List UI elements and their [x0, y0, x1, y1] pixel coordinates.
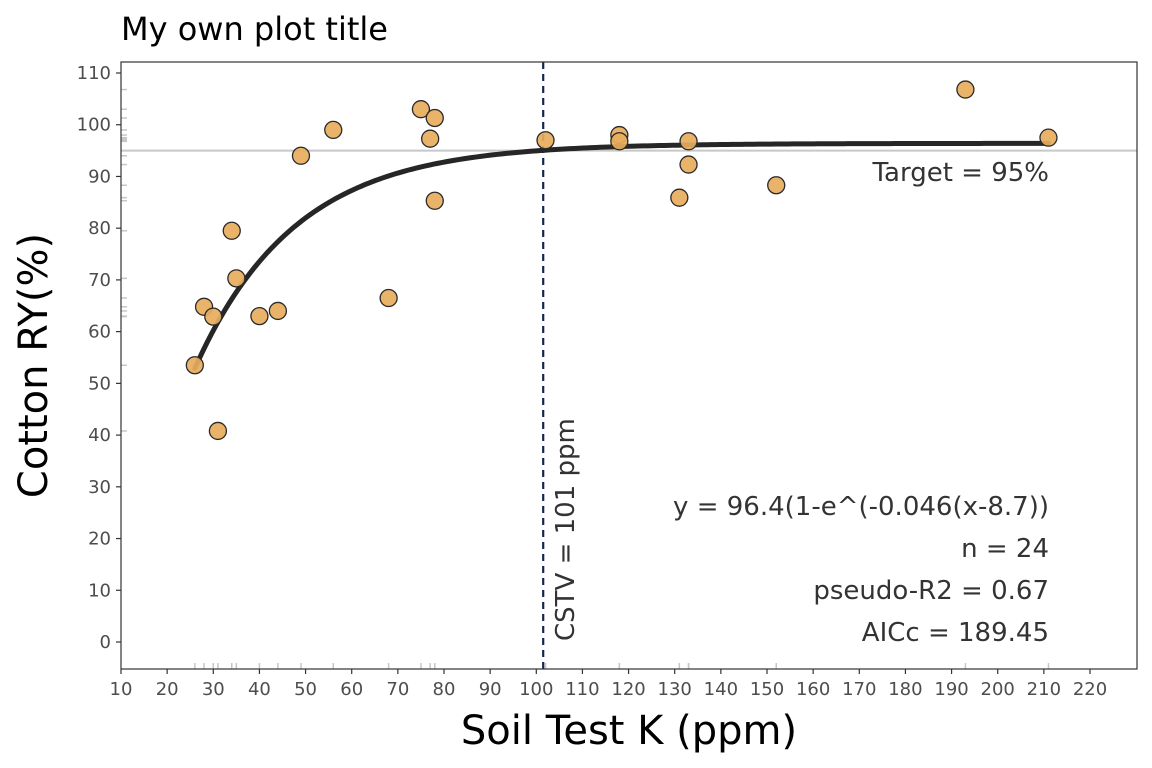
x-tick-label-180: 180 [888, 679, 922, 700]
x-axis-title: Soil Test K (ppm) [461, 708, 797, 754]
x-tick-label-220: 220 [1073, 679, 1107, 700]
target-label: Target = 95% [871, 158, 1049, 188]
data-point-10 [379, 288, 398, 308]
data-point-6 [250, 306, 269, 326]
data-point-14 [425, 191, 444, 210]
y-tick-label-90: 90 [88, 166, 111, 187]
y-axis: 0 10 20 30 40 50 60 70 80 90 100 110 [77, 63, 121, 653]
stats-n: n = 24 [961, 534, 1049, 564]
x-tick-label-90: 90 [479, 679, 502, 700]
plot-area [121, 62, 1137, 669]
stats-equation: y = 96.4(1-e^(-0.046(x-8.7)) [673, 492, 1049, 522]
y-tick-label-0: 0 [100, 632, 111, 653]
y-tick-label-60: 60 [88, 322, 111, 343]
data-point-9 [324, 120, 343, 140]
cstv-label: CSTV = 101 ppm [551, 418, 581, 641]
y-tick-label-40: 40 [88, 425, 111, 446]
y-tick-label-110: 110 [77, 63, 111, 84]
data-point-8 [291, 146, 311, 165]
y-tick-label-70: 70 [88, 270, 111, 291]
data-point-0 [185, 356, 204, 375]
x-tick-label-120: 120 [611, 679, 645, 700]
x-tick-label-130: 130 [658, 679, 692, 700]
x-tick-label-70: 70 [386, 679, 409, 700]
data-point-21 [767, 176, 786, 195]
x-tick-label-160: 160 [796, 679, 830, 700]
data-point-2 [204, 307, 223, 326]
data-point-19 [679, 132, 698, 151]
x-tick-label-150: 150 [750, 679, 784, 700]
x-tick-label-110: 110 [565, 679, 599, 700]
stats-pseudo-r2: pseudo-R2 = 0.67 [813, 576, 1049, 606]
data-point-17 [610, 132, 629, 151]
data-point-13 [425, 108, 444, 128]
y-tick-label-10: 10 [88, 580, 111, 601]
x-tick-label-200: 200 [981, 679, 1015, 700]
x-tick-label-20: 20 [156, 679, 179, 700]
chart-title: My own plot title [121, 10, 388, 48]
x-tick-label-60: 60 [340, 679, 363, 700]
y-tick-label-80: 80 [88, 218, 111, 239]
x-tick-label-140: 140 [704, 679, 738, 700]
y-tick-label-20: 20 [88, 529, 111, 550]
data-point-5 [227, 269, 246, 288]
data-point-11 [411, 100, 431, 119]
x-tick-label-30: 30 [202, 679, 225, 700]
data-point-7 [268, 301, 288, 321]
y-tick-label-50: 50 [88, 373, 111, 394]
x-tick-label-80: 80 [433, 679, 456, 700]
x-tick-label-50: 50 [294, 679, 317, 700]
data-point-23 [1039, 128, 1058, 147]
data-point-4 [222, 221, 241, 240]
y-axis-title: Cotton RY(%) [11, 233, 57, 498]
x-tick-label-210: 210 [1027, 679, 1061, 700]
y-tick-label-100: 100 [77, 115, 111, 136]
x-tick-label-100: 100 [519, 679, 553, 700]
data-point-18 [670, 188, 689, 207]
data-point-22 [956, 80, 975, 99]
stats-aicc: AICc = 189.45 [862, 618, 1049, 648]
data-point-12 [421, 129, 440, 148]
data-point-3 [208, 421, 228, 441]
x-tick-label-170: 170 [842, 679, 876, 700]
data-point-15 [536, 131, 555, 150]
y-tick-label-30: 30 [88, 477, 111, 498]
x-tick-label-190: 190 [934, 679, 968, 700]
data-point-20 [679, 155, 698, 174]
x-tick-label-10: 10 [110, 679, 133, 700]
x-axis: 10 20 30 40 50 60 70 80 90 100 110 120 130 140 150 160 1… [110, 669, 1107, 700]
x-tick-label-40: 40 [248, 679, 271, 700]
